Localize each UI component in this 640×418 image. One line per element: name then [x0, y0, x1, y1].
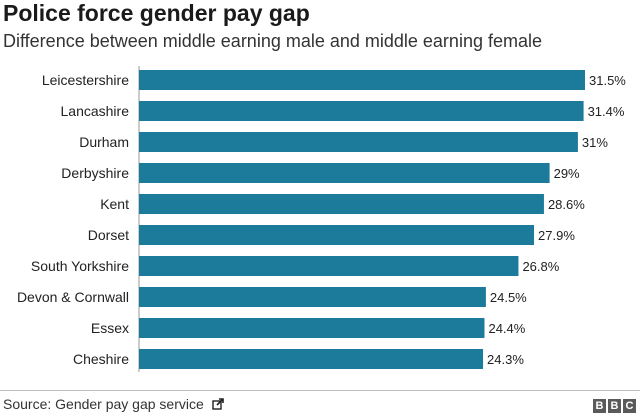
bar: [139, 349, 484, 369]
data-label: 24.5%: [490, 290, 527, 305]
bbc-logo-letter: B: [608, 399, 621, 413]
data-label: 31%: [582, 135, 608, 150]
data-label: 24.3%: [487, 352, 524, 367]
category-label: Cheshire: [73, 351, 129, 367]
bar: [139, 132, 578, 152]
category-label: Derbyshire: [61, 165, 129, 181]
category-label: Durham: [79, 134, 129, 150]
category-label: Leicestershire: [42, 72, 129, 88]
bar-chart: Leicestershire 31.5% Lancashire 31.4% Durham…: [17, 66, 626, 372]
category-label: South Yorkshire: [31, 258, 129, 274]
data-label: 28.6%: [548, 197, 585, 212]
data-label: 31.4%: [588, 104, 625, 119]
bbc-logo: B B C: [593, 399, 636, 413]
source-text: Source: Gender pay gap service: [3, 396, 204, 412]
data-label: 26.8%: [522, 259, 559, 274]
data-label: 24.4%: [488, 321, 525, 336]
chart-title: Police force gender pay gap: [3, 0, 310, 26]
bar: [139, 225, 535, 245]
source-note: Source: Gender pay gap service: [3, 396, 224, 412]
category-label: Essex: [91, 320, 129, 336]
category-label: Devon & Cornwall: [17, 289, 129, 305]
bbc-logo-letter: C: [623, 399, 636, 413]
bar: [139, 287, 486, 307]
data-label: 29%: [554, 166, 580, 181]
data-label: 31.5%: [589, 73, 626, 88]
bar: [139, 318, 485, 338]
category-label: Lancashire: [61, 103, 130, 119]
category-label: Dorset: [88, 227, 129, 243]
bbc-logo-letter: B: [593, 399, 606, 413]
source-divider: [0, 390, 640, 391]
category-label: Kent: [100, 196, 129, 212]
bar: [139, 70, 585, 90]
chart-subtitle: Difference between middle earning male a…: [3, 31, 542, 51]
bar: [139, 194, 544, 214]
bar: [139, 101, 584, 121]
data-label: 27.9%: [538, 228, 575, 243]
bar: [139, 256, 519, 276]
external-link-icon[interactable]: [212, 398, 224, 410]
bar: [139, 163, 550, 183]
